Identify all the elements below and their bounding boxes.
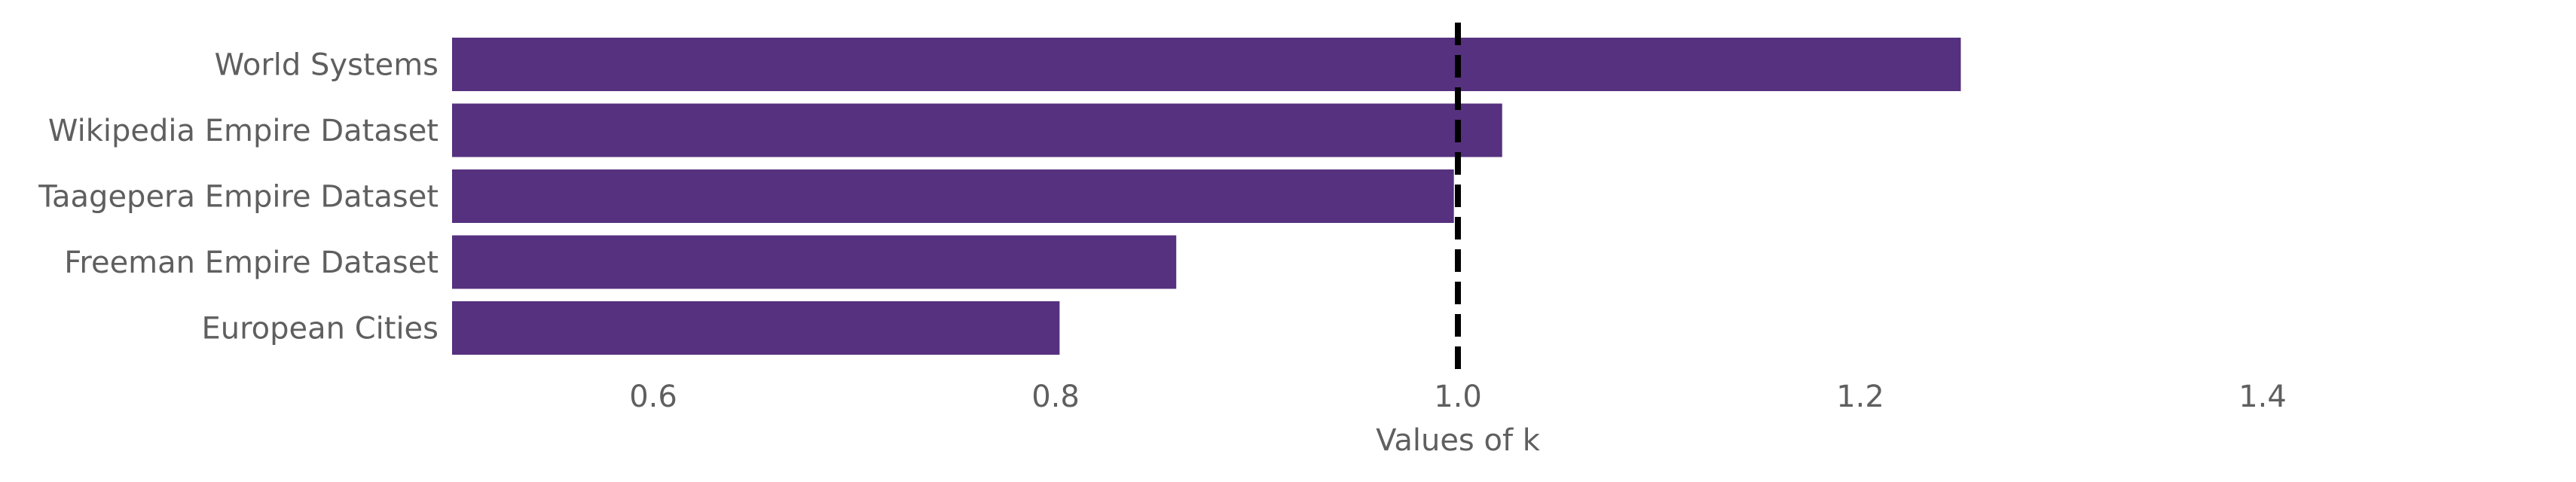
category-label-taagepera-empire-dataset: Taagepera Empire Dataset bbox=[38, 180, 439, 215]
category-label-wikipedia-empire-dataset: Wikipedia Empire Dataset bbox=[48, 114, 439, 148]
x-tick-label: 1.2 bbox=[1836, 380, 1884, 414]
category-label-european-cities: European Cities bbox=[201, 312, 439, 346]
category-label-world-systems: World Systems bbox=[215, 48, 439, 83]
bar-european-cities bbox=[452, 301, 1060, 355]
bar-taagepera-empire-dataset bbox=[452, 169, 1454, 223]
category-label-freeman-empire-dataset: Freeman Empire Dataset bbox=[64, 246, 439, 280]
bar-wikipedia-empire-dataset bbox=[452, 103, 1502, 157]
x-tick-label: 1.4 bbox=[2238, 380, 2287, 414]
bar-freeman-empire-dataset bbox=[452, 235, 1177, 289]
category-labels: World Systems Wikipedia Empire Dataset Taa… bbox=[38, 48, 439, 346]
x-tick-labels: 0.6 0.8 1.0 1.2 1.4 bbox=[629, 380, 2287, 414]
x-tick-label: 0.6 bbox=[629, 380, 677, 414]
bar-world-systems bbox=[452, 38, 1961, 91]
x-tick-label: 1.0 bbox=[1434, 380, 1482, 414]
x-tick-label: 0.8 bbox=[1031, 380, 1080, 414]
x-axis-title: Values of k bbox=[1376, 423, 1541, 458]
bars bbox=[452, 38, 1961, 355]
